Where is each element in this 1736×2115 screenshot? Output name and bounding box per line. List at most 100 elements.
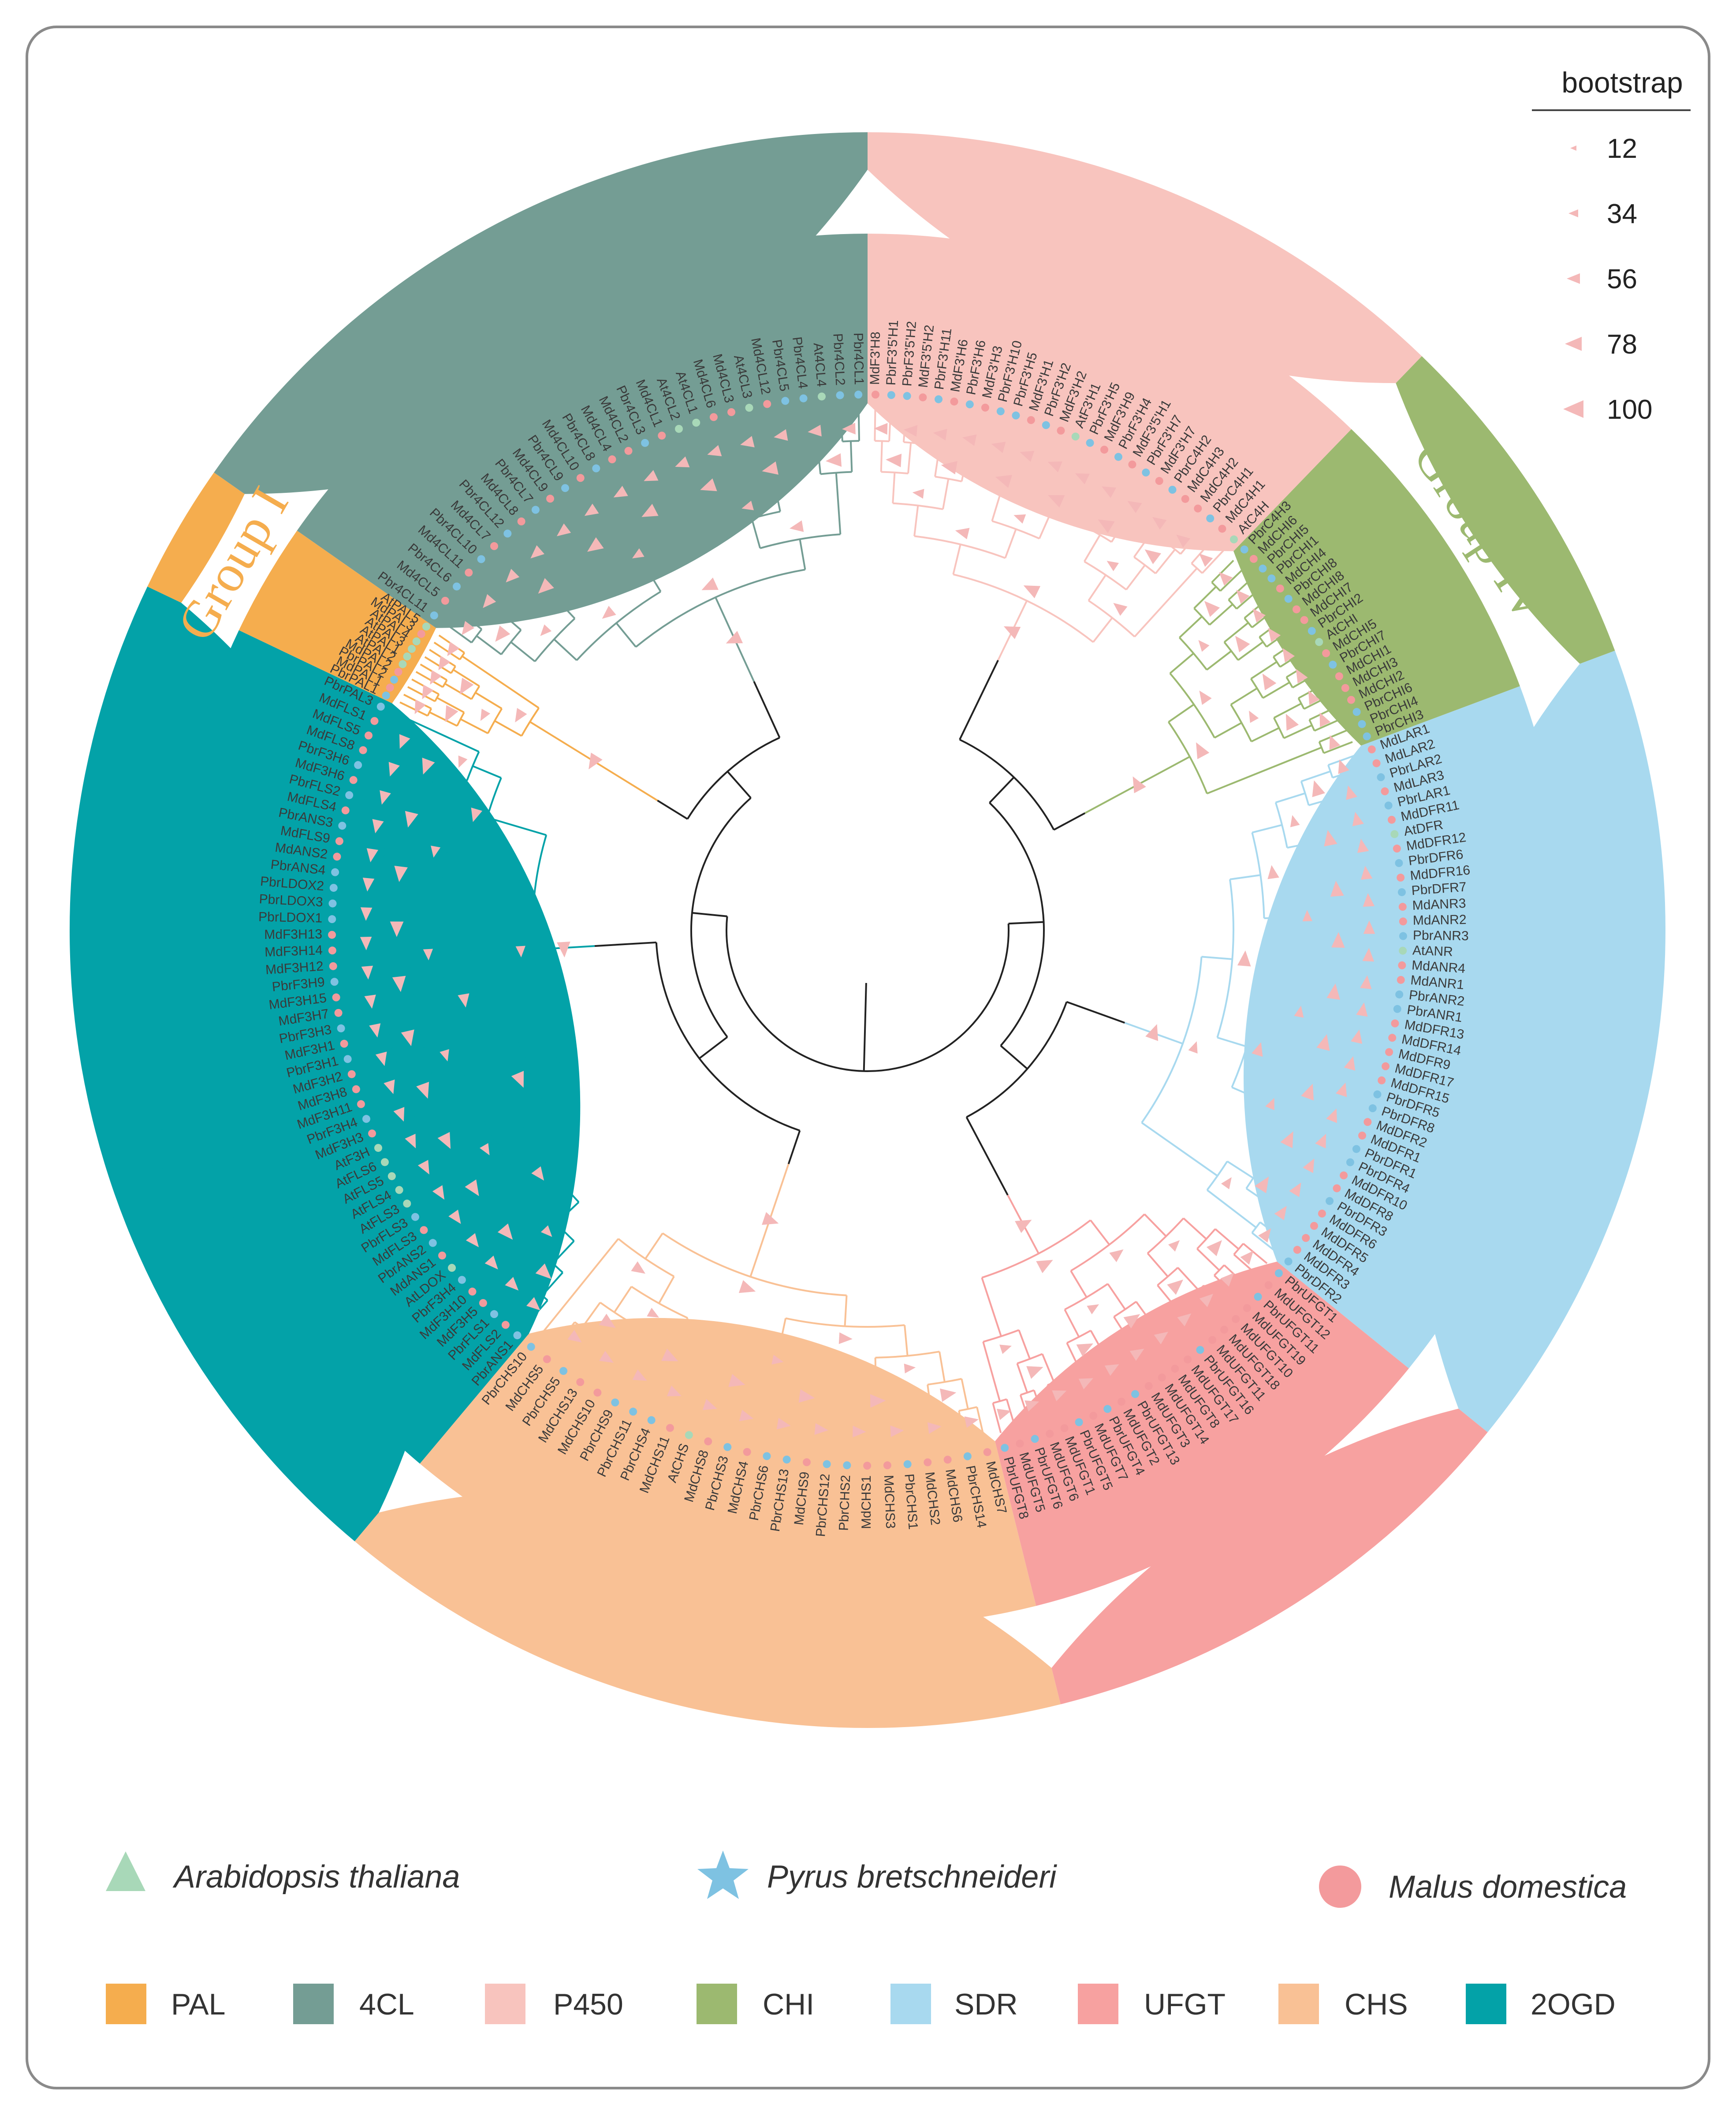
bootstrap-node xyxy=(405,1134,416,1149)
bootstrap-node xyxy=(1285,714,1299,731)
branch-arc xyxy=(600,1302,630,1322)
branch-radial xyxy=(1323,978,1354,983)
branch-radial xyxy=(738,1340,749,1371)
branch-radial xyxy=(614,1286,633,1313)
pyrus-leaf-marker xyxy=(354,761,362,769)
branch-radial xyxy=(388,726,417,740)
branch-radial xyxy=(1096,470,1112,499)
branch-radial xyxy=(644,565,662,592)
branch-arc xyxy=(1251,832,1265,919)
bootstrap-node xyxy=(538,578,554,594)
leaf-label: MdANR4 xyxy=(1411,958,1466,976)
bootstrap-node xyxy=(842,422,856,435)
bootstrap-node xyxy=(955,528,970,540)
backbone-radial xyxy=(1053,812,1086,831)
pyrus-leaf-marker xyxy=(1196,1346,1204,1354)
branch-radial xyxy=(510,641,536,663)
branch-radial xyxy=(421,1026,451,1035)
bootstrap-node xyxy=(1047,461,1062,473)
malus-leaf-marker xyxy=(863,1461,872,1470)
leaf-label: MdF3'H8 xyxy=(868,331,883,385)
branch-radial xyxy=(454,1226,480,1247)
malus-leaf-marker xyxy=(465,568,473,577)
bootstrap-node xyxy=(1013,514,1026,524)
branch-arc xyxy=(881,471,909,475)
branch-radial xyxy=(644,1233,663,1259)
branch-radial xyxy=(934,446,941,477)
branch-radial xyxy=(1329,1092,1359,1104)
bootstrap-legend-title: bootstrap xyxy=(1561,66,1683,99)
species-label-malus: Malus domestica xyxy=(1389,1869,1627,1905)
malus-leaf-marker xyxy=(1318,1210,1326,1218)
branch-arc xyxy=(1230,704,1252,742)
branch-radial xyxy=(799,539,806,570)
pyrus-leaf-marker xyxy=(513,1331,522,1340)
branch-arc xyxy=(496,1249,507,1261)
branch-radial xyxy=(1207,1189,1257,1229)
branch-radial xyxy=(440,950,472,954)
malus-leaf-marker xyxy=(983,1448,991,1456)
bootstrap-node xyxy=(808,424,822,437)
branch-radial xyxy=(844,1295,848,1326)
branch-radial xyxy=(618,472,635,501)
bootstrap-node xyxy=(515,946,525,957)
branch-arc xyxy=(589,547,616,566)
bootstrap-node xyxy=(1145,1024,1159,1041)
branch-radial xyxy=(473,1249,498,1271)
malus-leaf-marker xyxy=(501,1321,510,1329)
bootstrap-node xyxy=(912,488,924,499)
branch-radial xyxy=(1319,1117,1349,1131)
malus-leaf-marker xyxy=(1363,1118,1372,1126)
bootstrap-node xyxy=(414,699,426,715)
branch-arc xyxy=(1328,1080,1334,1093)
branch-arc xyxy=(704,1390,723,1398)
outer-ring-ufgt xyxy=(1051,1408,1488,1705)
branch-arc xyxy=(1017,463,1031,470)
malus-leaf-marker xyxy=(981,403,989,412)
branch-arc xyxy=(401,765,408,780)
outer-ring-pal xyxy=(147,472,245,603)
branch-radial xyxy=(1319,729,1348,743)
leaf-label: PbrLDOX1 xyxy=(258,910,323,926)
branch-radial xyxy=(874,1357,877,1389)
branch-arc xyxy=(574,1321,590,1334)
bootstrap-node xyxy=(762,461,779,475)
branch-radial xyxy=(1273,703,1302,719)
branch-radial xyxy=(816,443,822,474)
malus-leaf-marker xyxy=(1117,1397,1125,1406)
branch-radial xyxy=(1108,477,1125,505)
branch-radial xyxy=(394,1046,425,1056)
branch-arc xyxy=(927,1378,962,1386)
branch-radial xyxy=(437,769,467,782)
pyrus-leaf-marker xyxy=(382,691,390,700)
bootstrap-node xyxy=(497,1223,513,1240)
branch-radial xyxy=(382,740,412,753)
backbone-radial xyxy=(726,771,752,799)
malus-circle-icon xyxy=(1319,1866,1361,1908)
malus-leaf-marker xyxy=(924,1458,932,1467)
branch-radial xyxy=(1341,1054,1371,1063)
pyrus-leaf-marker xyxy=(527,1343,535,1351)
leaf-label: MdANR3 xyxy=(1412,896,1466,913)
branch-radial xyxy=(1250,661,1278,680)
arabidopsis-leaf-marker xyxy=(1071,432,1080,441)
branch-radial xyxy=(457,1041,488,1052)
branch-radial xyxy=(1179,616,1203,638)
bootstrap-node xyxy=(1221,1177,1232,1189)
outer-ring-chs xyxy=(354,1490,1061,1728)
arabidopsis-leaf-marker xyxy=(1230,535,1238,544)
malus-leaf-marker xyxy=(370,717,379,725)
malus-leaf-marker xyxy=(593,1389,602,1397)
branch-arc xyxy=(1179,637,1208,670)
pyrus-leaf-marker xyxy=(1397,888,1406,896)
bootstrap-node xyxy=(462,621,475,635)
branch-radial xyxy=(1033,1390,1046,1420)
branch-radial xyxy=(1206,650,1232,671)
branch-radial xyxy=(1125,564,1146,590)
malus-leaf-marker xyxy=(919,393,927,402)
malus-leaf-marker xyxy=(1335,672,1343,681)
branch-radial xyxy=(392,1128,421,1143)
bootstrap-node xyxy=(1280,1131,1293,1148)
branch-radial xyxy=(1192,1294,1215,1319)
branch-radial xyxy=(364,798,395,808)
